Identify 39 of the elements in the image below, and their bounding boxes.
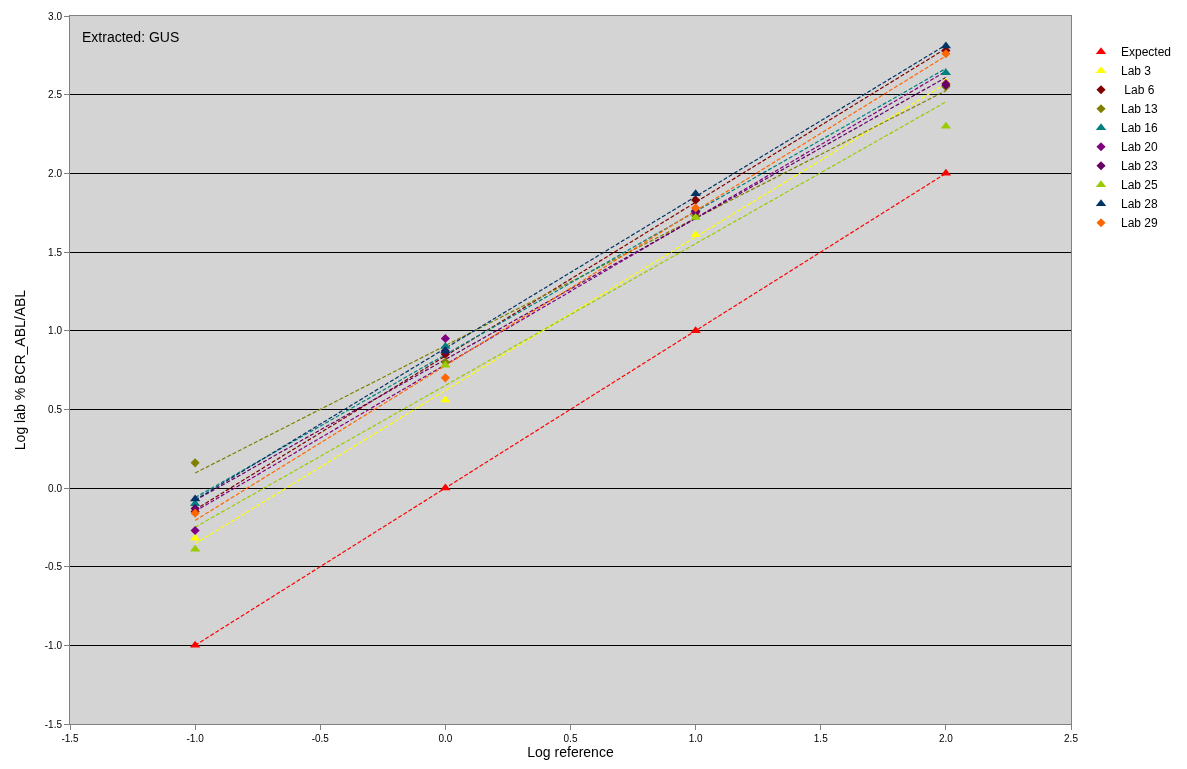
x-tick-label: 0.5 bbox=[563, 733, 578, 744]
legend-label: Lab 28 bbox=[1121, 197, 1159, 212]
legend-label: Lab 6 bbox=[1121, 83, 1155, 98]
y-tick-label: 2.5 bbox=[48, 89, 63, 101]
legend-label: Expected bbox=[1121, 45, 1172, 60]
legend-label: Lab 20 bbox=[1121, 140, 1159, 155]
legend-label: Lab 25 bbox=[1121, 178, 1159, 193]
legend-label: Lab 23 bbox=[1121, 159, 1159, 174]
x-tick-label: -1.5 bbox=[61, 733, 80, 744]
x-tick-label: 2.5 bbox=[1064, 733, 1079, 744]
y-tick-label: 0.0 bbox=[48, 482, 63, 494]
x-tick-label: 1.5 bbox=[813, 733, 829, 744]
legend-label: Lab 13 bbox=[1121, 102, 1159, 117]
annotation: Extracted: GUS bbox=[82, 29, 180, 45]
point bbox=[690, 189, 701, 197]
y-tick-label: -1.0 bbox=[44, 639, 63, 651]
x-tick-label: -0.5 bbox=[311, 733, 330, 744]
legend-label: Lab 29 bbox=[1121, 216, 1159, 231]
x-tick-label: -1.0 bbox=[186, 733, 205, 744]
y-tick-label: -1.5 bbox=[44, 718, 63, 730]
point bbox=[190, 525, 200, 536]
point bbox=[440, 395, 451, 403]
y-tick-label: 1.5 bbox=[48, 246, 63, 258]
y-axis-title: Log lab % BCR_ABL/ABL bbox=[12, 289, 29, 451]
y-tick-label: 1.0 bbox=[48, 325, 63, 337]
point bbox=[440, 333, 450, 344]
y-tick-label: 0.5 bbox=[48, 403, 63, 415]
y-tick-label: 2.0 bbox=[48, 167, 63, 179]
x-axis-title: Log reference bbox=[527, 744, 614, 761]
legend-label: Lab 16 bbox=[1121, 121, 1159, 136]
y-tick-label: -0.5 bbox=[44, 561, 63, 573]
x-tick-label: 0.0 bbox=[438, 733, 453, 744]
legend-label: Lab 3 bbox=[1121, 64, 1152, 79]
point bbox=[691, 195, 701, 205]
y-tick-label: 3.0 bbox=[48, 10, 63, 22]
point bbox=[190, 458, 200, 468]
point bbox=[440, 373, 450, 383]
x-tick-label: 1.0 bbox=[688, 733, 704, 744]
x-tick-label: 2.0 bbox=[938, 733, 954, 744]
